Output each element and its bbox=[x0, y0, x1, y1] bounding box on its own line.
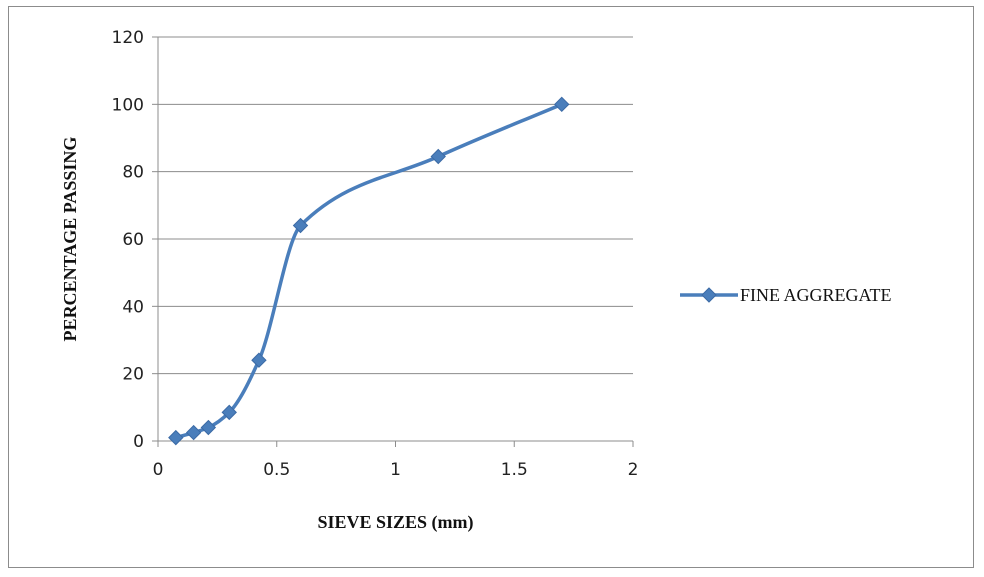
series-line-0 bbox=[174, 102, 564, 440]
y-tick-label: 120 bbox=[112, 28, 144, 48]
data-point-marker bbox=[200, 419, 217, 436]
data-point-marker bbox=[554, 96, 570, 113]
y-tick-label: 20 bbox=[122, 365, 144, 385]
x-tick-label: 1.5 bbox=[501, 460, 528, 480]
data-point-marker bbox=[185, 424, 202, 441]
x-axis-title: SIEVE SIZES (mm) bbox=[317, 512, 473, 533]
gridlines bbox=[158, 36, 633, 375]
chart-frame bbox=[8, 6, 974, 568]
data-point-marker bbox=[168, 429, 184, 446]
x-tick-label: 0 bbox=[153, 460, 164, 480]
data-point-marker bbox=[292, 217, 309, 234]
series-layer bbox=[168, 96, 570, 446]
y-tick-label: 40 bbox=[122, 297, 144, 317]
tick-labels: 0 20 40 60 80 100 120 0 0.5 1 1.5 2 bbox=[112, 28, 639, 480]
legend-marker-swatch bbox=[701, 287, 717, 303]
y-tick-label: 60 bbox=[122, 230, 144, 250]
legend: FINE AGGREGATE bbox=[680, 285, 892, 305]
x-tick-label: 1 bbox=[390, 460, 401, 480]
y-tick-label: 80 bbox=[122, 163, 144, 183]
y-tick-label: 100 bbox=[112, 95, 144, 115]
data-point-marker bbox=[430, 148, 446, 165]
data-point-marker bbox=[221, 404, 237, 421]
axes bbox=[152, 36, 634, 447]
data-point-marker bbox=[251, 352, 267, 368]
y-tick-label: 0 bbox=[133, 432, 144, 452]
x-tick-label: 0.5 bbox=[263, 460, 290, 480]
legend-label: FINE AGGREGATE bbox=[740, 285, 892, 305]
x-tick-label: 2 bbox=[628, 460, 639, 480]
y-axis-title: PERCENTAGE PASSING bbox=[60, 137, 80, 342]
